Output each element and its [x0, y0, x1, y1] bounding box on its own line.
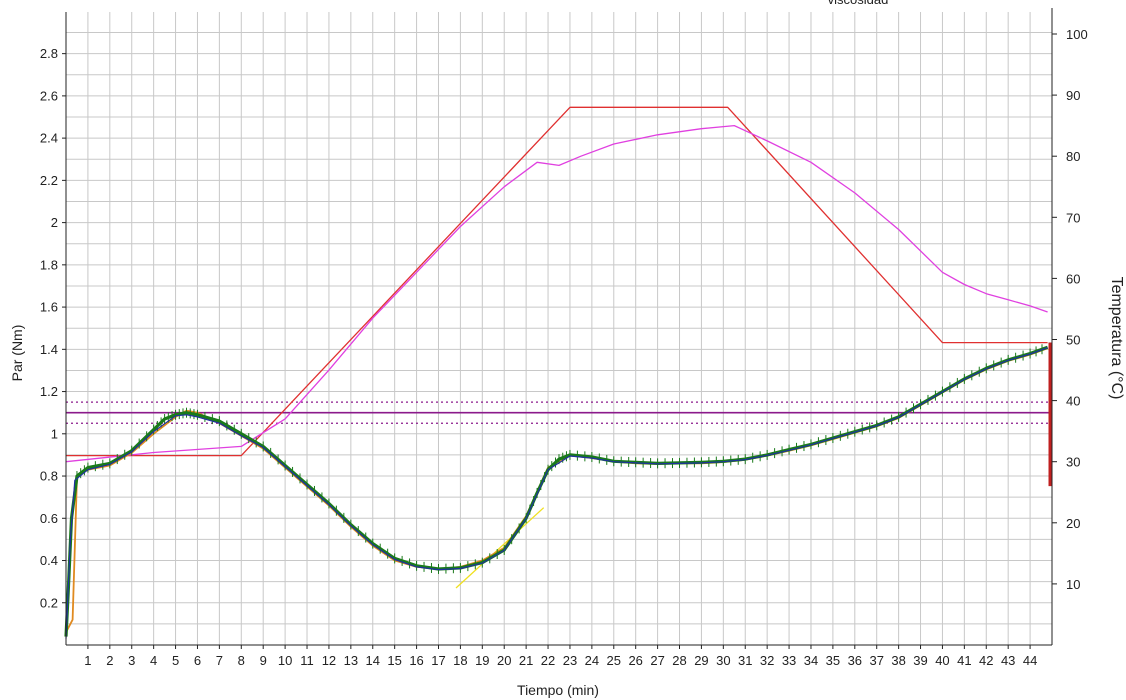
- right-tick-label: 90: [1066, 88, 1080, 103]
- series-line-tangent_line: [455, 507, 545, 589]
- left-tick-label: 1.4: [40, 342, 58, 357]
- left-tick-label: 1: [51, 426, 58, 441]
- x-tick-label: 39: [913, 653, 927, 668]
- right-axis-title: Temperatura (°C): [1108, 277, 1125, 400]
- x-tick-label: 21: [519, 653, 533, 668]
- left-tick-label: 1.8: [40, 257, 58, 272]
- x-tick-label: 13: [344, 653, 358, 668]
- x-tick-label: 33: [782, 653, 796, 668]
- x-tick-label: 42: [979, 653, 993, 668]
- right-tick-label: 80: [1066, 149, 1080, 164]
- left-tick-label: 0.2: [40, 595, 58, 610]
- right-tick-label: 20: [1066, 516, 1080, 531]
- x-tick-label: 22: [541, 653, 555, 668]
- x-tick-label: 24: [585, 653, 599, 668]
- left-tick-label: 1.6: [40, 300, 58, 315]
- x-tick-label: 15: [387, 653, 401, 668]
- x-tick-label: 23: [563, 653, 577, 668]
- x-tick-label: 2: [106, 653, 113, 668]
- x-tick-label: 11: [300, 653, 314, 668]
- right-tick-label: 60: [1066, 271, 1080, 286]
- left-tick-label: 2.2: [40, 173, 58, 188]
- x-tick-label: 26: [628, 653, 642, 668]
- x-tick-label: 30: [716, 653, 730, 668]
- x-tick-label: 31: [738, 653, 752, 668]
- torque-markers: [65, 344, 1043, 642]
- series-line-temp_measured: [65, 124, 1048, 463]
- x-tick-label: 8: [238, 653, 245, 668]
- left-tick-label: 2: [51, 215, 58, 230]
- x-tick-label: 44: [1023, 653, 1037, 668]
- axes-layer: [65, 8, 1053, 646]
- left-tick-label: 1.2: [40, 384, 58, 399]
- left-tick-label: 2.8: [40, 46, 58, 61]
- x-tick-label: 37: [869, 653, 883, 668]
- right-tick-label: 100: [1066, 27, 1088, 42]
- x-tick-label: 10: [278, 653, 292, 668]
- right-axis-ticks: 10 20 30 40 50 60 70 80 90 100: [1052, 27, 1088, 592]
- left-tick-label: 0.4: [40, 553, 58, 568]
- right-tick-label: 30: [1066, 455, 1080, 470]
- x-tick-label: 18: [453, 653, 467, 668]
- right-tick-label: 50: [1066, 333, 1080, 348]
- x-tick-label: 36: [848, 653, 862, 668]
- x-tick-label: 29: [694, 653, 708, 668]
- x-tick-label: 35: [826, 653, 840, 668]
- left-tick-label: 0.6: [40, 511, 58, 526]
- x-tick-label: 9: [260, 653, 267, 668]
- x-tick-label: 17: [431, 653, 445, 668]
- right-tick-label: 40: [1066, 394, 1080, 409]
- series-line-temp_setpoint: [66, 106, 1048, 457]
- horizontal-gridlines: [66, 32, 1052, 625]
- right-tick-label: 70: [1066, 210, 1080, 225]
- x-tick-label: 1: [84, 653, 91, 668]
- series-line-torque_blue: [65, 347, 1048, 639]
- x-tick-label: 38: [891, 653, 905, 668]
- x-tick-label: 7: [216, 653, 223, 668]
- left-axis-title: Par (Nm): [9, 325, 25, 382]
- reference-lines: [66, 401, 1052, 424]
- x-tick-label: 20: [497, 653, 511, 668]
- x-axis-title: Tiempo (min): [517, 682, 599, 698]
- x-tick-label: 6: [194, 653, 201, 668]
- x-tick-label: 40: [935, 653, 949, 668]
- x-tick-label: 41: [957, 653, 971, 668]
- left-tick-label: 0.8: [40, 469, 58, 484]
- x-tick-label: 4: [150, 653, 157, 668]
- x-tick-label: 12: [322, 653, 336, 668]
- x-tick-label: 32: [760, 653, 774, 668]
- top-label: viscosidad: [828, 0, 889, 7]
- left-axis-ticks: 0.2 0.4 0.6 0.8 1 1.2 1.4 1.6 1.8 2 2.2 2.4 2.6 2.8: [40, 46, 66, 610]
- x-tick-label: 28: [672, 653, 686, 668]
- x-tick-label: 43: [1001, 653, 1015, 668]
- right-tick-label: 10: [1066, 577, 1080, 592]
- x-tick-label: 16: [409, 653, 423, 668]
- x-tick-label: 19: [475, 653, 489, 668]
- x-tick-label: 14: [366, 653, 380, 668]
- x-tick-label: 34: [804, 653, 818, 668]
- x-axis-ticks: 1 2 3 4 5 6 7 8 9 10 11 12 13 14 15 16 17 18 19 20 21 22 23 24 2…: [84, 645, 1037, 668]
- x-tick-label: 25: [607, 653, 621, 668]
- left-tick-label: 2.4: [40, 131, 58, 146]
- x-tick-label: 3: [128, 653, 135, 668]
- x-tick-label: 27: [650, 653, 664, 668]
- series-layer: [64, 106, 1049, 642]
- left-tick-label: 2.6: [40, 88, 58, 103]
- x-tick-label: 5: [172, 653, 179, 668]
